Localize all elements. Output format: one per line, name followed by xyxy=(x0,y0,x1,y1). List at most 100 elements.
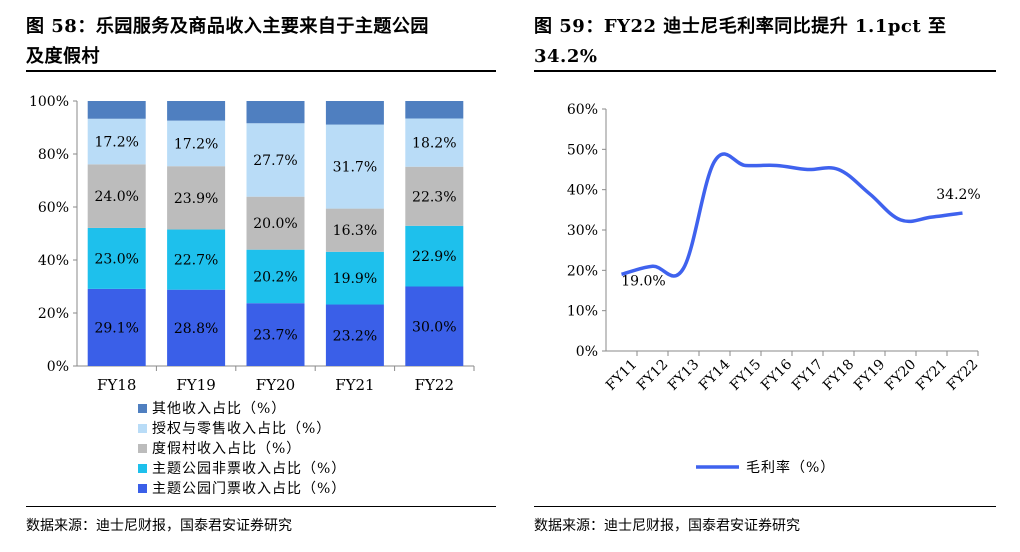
bar-legend-label: 主题公园非票收入占比（%） xyxy=(152,461,346,477)
bar-segment xyxy=(405,101,464,119)
bar-legend-swatch xyxy=(138,484,147,493)
bar-data-label: 18.2% xyxy=(412,136,456,152)
bar-segment xyxy=(167,120,226,167)
bar-x-tick-label: FY22 xyxy=(415,376,454,394)
right-title-rule xyxy=(534,70,996,72)
bar-segment xyxy=(325,251,384,305)
stacked-bar-chart: 0% 20% 40% 60% 80% 100% FY18 29.1% 23.0% 24.0% 17.… xyxy=(29,94,475,497)
line-x-tick-label: FY13 xyxy=(665,357,702,394)
bar-legend-label: 主题公园门票收入占比（%） xyxy=(152,481,346,497)
line-y-tick-label: 0% xyxy=(576,344,598,360)
bar-segment xyxy=(246,196,305,250)
left-source-rule xyxy=(26,506,496,507)
right-figure-panel: 图 59：FY22 迪士尼毛利率同比提升 1.1pct 至 34.2% 0% 10… xyxy=(534,0,996,552)
bar-data-label: 19.9% xyxy=(333,271,377,287)
line-y-tick-label: 30% xyxy=(567,223,598,239)
bar-y-tick-label: 0% xyxy=(47,359,69,375)
left-source-note: 数据来源：迪士尼财报，国泰君安证券研究 xyxy=(26,518,292,534)
bar-y-tick-label: 60% xyxy=(38,200,69,216)
line-data-label: 34.2% xyxy=(936,187,980,203)
line-x-tick-label: FY20 xyxy=(882,357,919,394)
gross-margin-line xyxy=(621,152,963,278)
bar-segment xyxy=(246,101,305,124)
bar-data-label: 29.1% xyxy=(94,320,138,336)
bar-data-label: 23.7% xyxy=(253,328,297,344)
bar-segment xyxy=(246,303,305,366)
bar-segment xyxy=(325,304,384,366)
bar-data-label: 23.9% xyxy=(174,191,218,207)
bar-y-tick-label: 80% xyxy=(38,147,69,163)
bar-segment xyxy=(405,225,464,287)
bar-segment xyxy=(405,286,464,366)
right-title-line-1: 图 59：FY22 迪士尼毛利率同比提升 1.1pct 至 xyxy=(534,16,947,37)
left-figure-title: 图 58：乐园服务及商品收入主要来自于主题公园 及度假村 xyxy=(26,12,496,72)
bar-segment xyxy=(325,208,384,252)
line-x-tick-label: FY17 xyxy=(789,357,826,394)
bar-y-tick-label: 100% xyxy=(29,94,69,110)
bar-legend-label: 度假村收入占比（%） xyxy=(152,441,301,457)
left-title-rule xyxy=(26,70,496,72)
bar-legend-label: 授权与零售收入占比（%） xyxy=(152,421,331,437)
bar-x-tick-label: FY21 xyxy=(335,376,374,394)
left-title-line-1: 图 58：乐园服务及商品收入主要来自于主题公园 xyxy=(26,16,429,37)
bar-data-label: 28.8% xyxy=(174,321,218,337)
line-x-tick-label: FY16 xyxy=(758,356,795,393)
line-x-tick-label: FY11 xyxy=(603,357,640,394)
bar-segment xyxy=(87,118,146,165)
line-data-label: 19.0% xyxy=(621,273,665,289)
bar-y-tick-label: 20% xyxy=(38,306,69,322)
bar-segment xyxy=(167,229,226,290)
bar-legend-swatch xyxy=(138,424,147,433)
right-figure-title: 图 59：FY22 迪士尼毛利率同比提升 1.1pct 至 34.2% xyxy=(534,12,996,72)
bar-data-label: 22.3% xyxy=(412,189,456,205)
bar-segment xyxy=(246,123,305,197)
bar-data-label: 20.2% xyxy=(253,269,297,285)
left-title-line-2: 及度假村 xyxy=(26,46,100,67)
line-x-tick-label: FY15 xyxy=(727,357,764,394)
bar-segment xyxy=(87,288,146,366)
bar-data-label: 17.2% xyxy=(94,135,138,151)
bar-segment xyxy=(246,249,305,304)
bar-segment xyxy=(167,289,226,366)
bar-data-label: 16.3% xyxy=(333,223,377,239)
bar-data-label: 27.7% xyxy=(253,153,297,169)
line-y-tick-label: 20% xyxy=(567,263,598,279)
bar-x-tick-label: FY20 xyxy=(256,376,295,394)
right-source-rule xyxy=(534,506,996,507)
bar-data-label: 23.0% xyxy=(94,251,138,267)
line-x-tick-label: FY22 xyxy=(944,357,981,394)
bar-data-label: 23.2% xyxy=(333,328,377,344)
bar-data-label: 31.7% xyxy=(333,160,377,176)
gross-margin-line-chart: 0% 10% 20% 30% 40% 50% 60% FY11FY12FY13FY14FY15… xyxy=(567,102,981,476)
left-figure-panel: 图 58：乐园服务及商品收入主要来自于主题公园 及度假村 0% 20% 40% 60%… xyxy=(26,0,496,552)
right-title-line-2: 34.2% xyxy=(534,46,598,67)
bar-data-label: 22.9% xyxy=(412,249,456,265)
bar-data-label: 30.0% xyxy=(412,319,456,335)
line-y-tick-label: 60% xyxy=(567,102,598,118)
bar-segment xyxy=(405,166,464,226)
line-x-tick-label: FY19 xyxy=(851,357,888,394)
bar-data-label: 20.0% xyxy=(253,216,297,232)
bar-legend-swatch xyxy=(138,444,147,453)
bar-segment xyxy=(405,118,464,167)
line-y-tick-label: 40% xyxy=(567,183,598,199)
line-legend-label: 毛利率（%） xyxy=(746,459,835,476)
bar-segment xyxy=(87,227,146,289)
bar-segment xyxy=(167,166,226,230)
line-x-tick-label: FY21 xyxy=(913,357,950,394)
bar-legend-swatch xyxy=(138,404,147,413)
line-x-tick-label: FY14 xyxy=(696,356,733,393)
bar-data-label: 24.0% xyxy=(94,189,138,205)
bar-segment xyxy=(87,101,146,119)
bar-segment xyxy=(325,124,384,209)
bar-data-label: 22.7% xyxy=(174,253,218,269)
bar-legend-label: 其他收入占比（%） xyxy=(152,401,286,417)
line-x-tick-label: FY12 xyxy=(634,357,671,394)
line-x-tick-label: FY18 xyxy=(820,357,857,394)
bar-x-tick-label: FY18 xyxy=(97,376,136,394)
bar-y-tick-label: 40% xyxy=(38,253,69,269)
bar-x-tick-label: FY19 xyxy=(176,376,215,394)
bar-segment xyxy=(325,101,384,125)
line-y-tick-label: 50% xyxy=(567,142,598,158)
bar-data-label: 17.2% xyxy=(174,136,218,152)
